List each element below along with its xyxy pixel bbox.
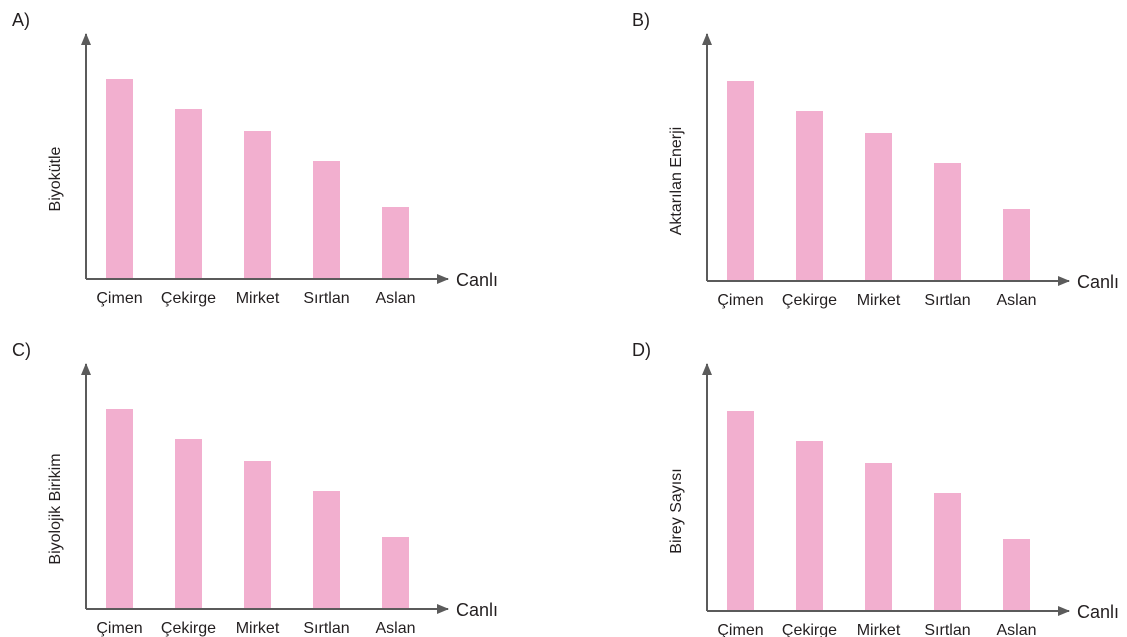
x-axis-title: Canlı — [1077, 272, 1119, 292]
bar — [244, 461, 271, 609]
bar — [175, 439, 202, 609]
panel-label: A) — [12, 10, 30, 30]
y-axis-title: Biyokütle — [47, 146, 64, 211]
category-label: Çimen — [96, 620, 142, 637]
bar — [865, 463, 892, 611]
chart-panel: B) Çimen Çekirge Mirket Sırtlan Aslan Canlı Akt… — [632, 10, 1119, 309]
y-axis-title: Biyolojik Birikim — [47, 453, 64, 564]
bar — [313, 491, 340, 609]
bar — [175, 109, 202, 279]
category-label: Çekirge — [161, 620, 216, 637]
bar — [313, 161, 340, 279]
bar — [934, 493, 961, 611]
category-label: Mirket — [236, 290, 280, 307]
category-label: Çekirge — [782, 622, 837, 637]
bar — [244, 131, 271, 279]
x-axis-title: Canlı — [456, 270, 498, 290]
bar — [1003, 209, 1030, 281]
category-label: Çimen — [717, 292, 763, 309]
y-axis-title: Aktarılan Enerji — [668, 127, 685, 236]
category-label: Mirket — [857, 622, 901, 637]
bar — [796, 441, 823, 611]
panel-label: D) — [632, 340, 651, 360]
category-label: Çimen — [96, 290, 142, 307]
bar — [382, 207, 409, 279]
y-axis-title: Birey Sayısı — [668, 468, 685, 553]
bar — [865, 133, 892, 281]
chart-panel: D) Çimen Çekirge Mirket Sırtlan Aslan Canlı Bir… — [632, 340, 1119, 637]
category-label: Sırtlan — [924, 292, 970, 309]
bar — [382, 537, 409, 609]
bar — [934, 163, 961, 281]
category-label: Çekirge — [161, 290, 216, 307]
bar — [106, 79, 133, 279]
chart-panel: A) Çimen Çekirge Mirket Sırtlan Aslan Canlı Biy… — [12, 10, 498, 307]
category-label: Çimen — [717, 622, 763, 637]
bar — [727, 411, 754, 611]
category-label: Mirket — [236, 620, 280, 637]
bar — [727, 81, 754, 281]
category-label: Sırtlan — [924, 622, 970, 637]
bar — [106, 409, 133, 609]
category-label: Aslan — [996, 292, 1036, 309]
category-label: Çekirge — [782, 292, 837, 309]
category-label: Aslan — [375, 620, 415, 637]
category-label: Mirket — [857, 292, 901, 309]
panel-label: B) — [632, 10, 650, 30]
category-label: Aslan — [375, 290, 415, 307]
category-label: Sırtlan — [303, 620, 349, 637]
bar — [1003, 539, 1030, 611]
category-label: Sırtlan — [303, 290, 349, 307]
chart-panel: C) Çimen Çekirge Mirket Sırtlan Aslan Canlı Biy… — [12, 340, 498, 637]
category-label: Aslan — [996, 622, 1036, 637]
bar — [796, 111, 823, 281]
panel-label: C) — [12, 340, 31, 360]
x-axis-title: Canlı — [456, 600, 498, 620]
x-axis-title: Canlı — [1077, 602, 1119, 622]
